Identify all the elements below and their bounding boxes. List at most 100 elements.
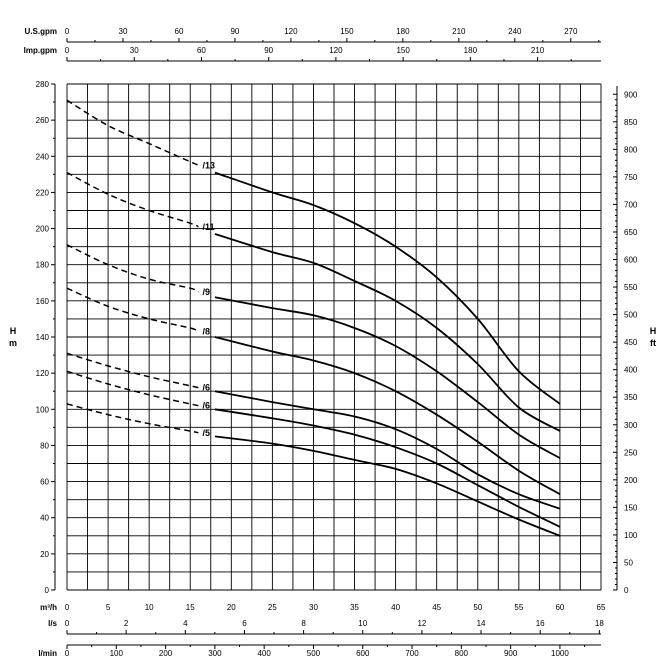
imp-gpm-tick-label: 30 [130,46,139,55]
curve-solid-4 [214,336,561,495]
curves [66,99,561,537]
imp-gpm-tick-label: 90 [264,46,273,55]
x-tick-label: 60 [555,603,564,612]
imp-gpm-tick-label: 210 [531,46,545,55]
l-per-min-tick-label: 200 [159,649,173,658]
left-tick-label: 120 [36,369,50,378]
curve-label: /6 [202,401,210,411]
right-tick-label: 650 [624,228,638,237]
left-tick-label: 0 [45,586,50,595]
curve-solid-7 [214,435,561,537]
right-tick-label: 900 [624,90,638,99]
l-per-min-tick-label: 400 [257,649,271,658]
l-per-s-tick-label: 4 [183,619,188,628]
right-tick-label: 0 [624,586,629,595]
left-tick-label: 180 [36,261,50,270]
x-tick-label: 45 [432,603,441,612]
curve-solid-2 [214,233,561,432]
x-tick-label: 10 [145,603,154,612]
right-tick-label: 500 [624,311,638,320]
us-gpm-tick-label: 240 [508,27,522,36]
left-tick-label: 40 [40,514,49,523]
curve-solid-5 [214,390,561,510]
left-axis-title-h: H [10,326,17,336]
right-tick-label: 300 [624,421,638,430]
right-tick-label: 350 [624,393,638,402]
l-per-s-unit-label: l/s [48,619,57,628]
l-per-min-tick-label: 300 [208,649,222,658]
left-tick-label: 260 [36,116,50,125]
right-tick-label: 50 [624,558,633,567]
imp-gpm-tick-label: 120 [329,46,343,55]
left-tick-label: 220 [36,188,50,197]
x-tick-label: 30 [309,603,318,612]
left-tick-label: 60 [40,478,49,487]
us-gpm-tick-label: 180 [396,27,410,36]
right-tick-label: 250 [624,448,638,457]
right-axis-title-ft: ft [650,338,656,348]
grid [66,83,602,591]
right-axis-title-h: H [650,326,657,336]
curve-label: /13 [202,160,215,170]
imp-gpm-tick-label: 60 [197,46,206,55]
right-tick-label: 700 [624,200,638,209]
curve-label: /6 [202,383,210,393]
x-tick-label: 0 [65,603,70,612]
left-tick-label: 20 [40,550,49,559]
l-per-s-tick-label: 16 [536,619,545,628]
curve-dashed-4 [66,287,199,333]
us-gpm-tick-label: 270 [564,27,578,36]
right-tick-label: 750 [624,173,638,182]
curve-label: /11 [202,222,214,232]
l-per-s-tick-label: 6 [242,619,247,628]
curve-dashed-6 [66,370,199,407]
x-tick-label: 5 [106,603,111,612]
x-tick-label: 40 [391,603,400,612]
right-tick-label: 200 [624,476,638,485]
x-tick-label: 65 [597,603,606,612]
us-gpm-tick-label: 90 [230,27,239,36]
curve-solid-6 [214,408,561,528]
l-per-min-tick-label: 700 [405,649,419,658]
l-per-min-tick-label: 500 [307,649,321,658]
l-per-min-tick-label: 600 [356,649,370,658]
right-tick-label: 450 [624,338,638,347]
us-gpm-tick-label: 30 [119,27,128,36]
right-tick-label: 850 [624,118,638,127]
us-gpm-tick-label: 210 [452,27,466,36]
curve-label: /9 [202,287,210,297]
imp-gpm-tick-label: 0 [65,46,70,55]
l-per-s-tick-label: 14 [477,619,486,628]
curve-dashed-7 [66,403,199,434]
curve-label: /5 [202,428,210,438]
left-tick-label: 160 [36,297,50,306]
right-tick-label: 600 [624,256,638,265]
right-tick-label: 100 [624,531,638,540]
curve-solid-3 [214,296,561,459]
l-per-min-tick-label: 100 [110,649,124,658]
right-tick-label: 550 [624,283,638,292]
l-per-min-tick-label: 900 [504,649,518,658]
l-per-s-tick-label: 0 [65,619,70,628]
left-tick-label: 80 [40,441,49,450]
left-tick-label: 140 [36,333,50,342]
l-per-min-tick-label: 800 [455,649,469,658]
curve-dashed-5 [66,352,199,389]
right-tick-label: 800 [624,145,638,154]
curve-dashed-2 [66,171,199,228]
x-tick-label: 35 [350,603,359,612]
us-gpm-tick-label: 150 [340,27,354,36]
x-tick-label: 20 [227,603,236,612]
l-per-min-unit-label: l/min [38,649,57,658]
l-per-s-tick-label: 18 [595,619,604,628]
us-gpm-tick-label: 0 [65,27,70,36]
left-tick-label: 240 [36,152,50,161]
right-tick-label: 150 [624,503,638,512]
imp-gpm-tick-label: 150 [396,46,410,55]
us-gpm-unit-label: U.S.gpm [25,27,57,36]
l-per-s-tick-label: 8 [301,619,306,628]
l-per-s-tick-label: 2 [124,619,129,628]
x-unit-label: m³/h [40,603,57,612]
x-tick-label: 55 [514,603,523,612]
